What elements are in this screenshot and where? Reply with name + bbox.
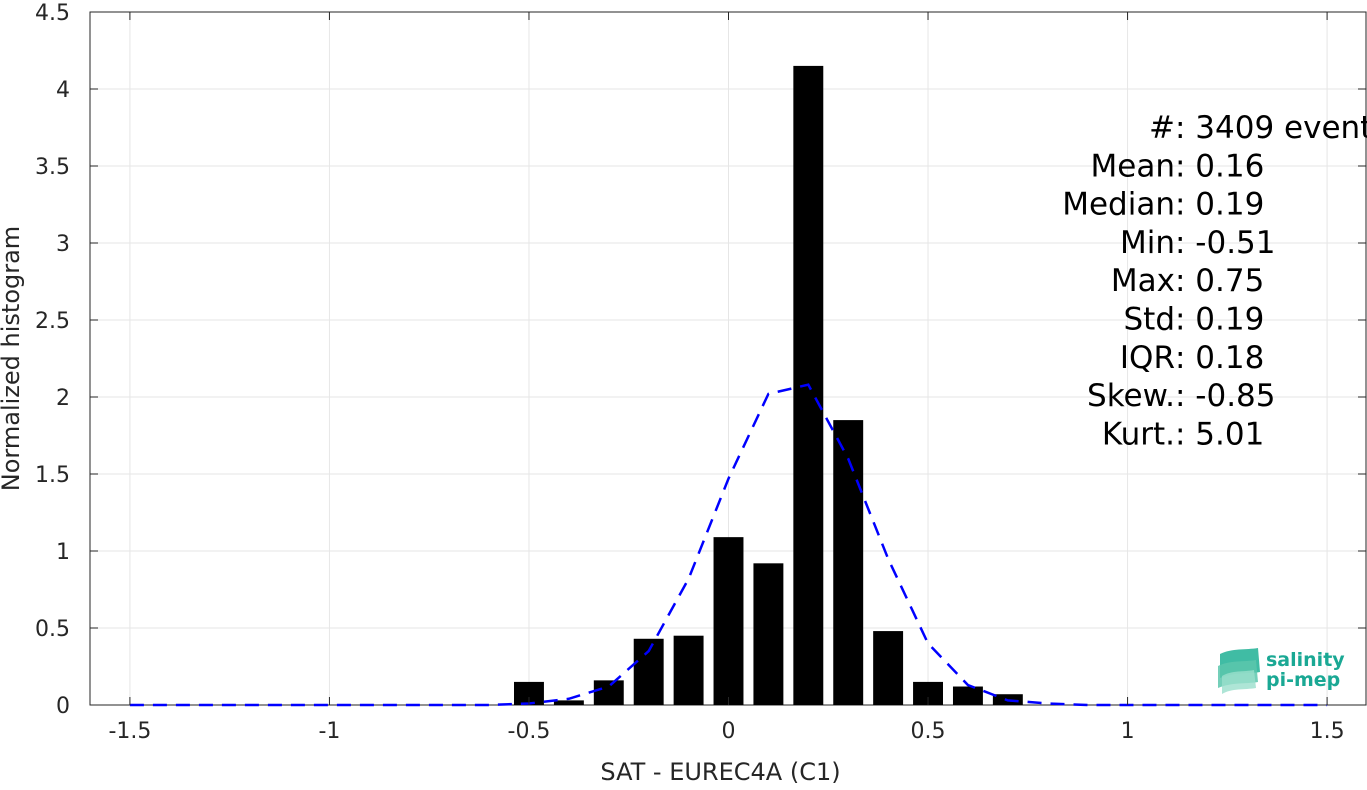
histogram-bar — [673, 635, 704, 705]
histogram-bar — [593, 680, 624, 705]
x-tick-label: -0.5 — [508, 719, 551, 744]
histogram-bar — [753, 563, 784, 705]
y-tick-label: 4 — [56, 78, 70, 103]
stats-label: Median — [1062, 187, 1175, 223]
x-tick-label: 0.5 — [911, 719, 946, 744]
stats-value: : 0.16 — [1175, 148, 1264, 184]
histogram-bar — [913, 681, 943, 705]
histogram-bar — [873, 631, 904, 705]
y-axis-title: Normalized histogram — [0, 226, 25, 491]
stats-value: : 0.75 — [1175, 263, 1264, 299]
stats-label: Skew. — [1087, 378, 1175, 414]
stats-value: : -0.85 — [1175, 378, 1276, 414]
x-axis-title: SAT - EUREC4A (C1) — [600, 758, 840, 785]
stats-value: : -0.51 — [1175, 225, 1276, 261]
x-tick-label: 1.5 — [1310, 719, 1345, 744]
x-tick-label: 1 — [1121, 719, 1135, 744]
y-tick-label: 2.5 — [35, 309, 70, 334]
logo-line-2: pi-mep — [1266, 669, 1340, 691]
x-tick-labels: -1.5 -1 -0.5 0 0.5 1 1.5 — [108, 719, 1344, 744]
y-tick-label: 3.5 — [35, 155, 70, 180]
stats-label: Kurt. — [1102, 416, 1175, 452]
axis-ticks — [90, 11, 1366, 706]
stats-value: : 0.19 — [1175, 302, 1264, 338]
y-tick-label: 0 — [56, 694, 70, 719]
y-tick-label: 1 — [56, 540, 70, 565]
stats-value: : 0.18 — [1175, 340, 1264, 376]
y-tick-label: 3 — [56, 232, 70, 257]
histogram-bar — [713, 537, 744, 705]
stats-value: : 5.01 — [1175, 416, 1264, 452]
y-tick-label: 0.5 — [35, 617, 70, 642]
salinity-pimep-logo: salinity pi-mep — [1218, 648, 1345, 694]
stats-value: : 3409 events — [1175, 110, 1367, 146]
stats-label: # — [1149, 110, 1175, 146]
stats-label: Std — [1123, 302, 1175, 338]
x-tick-label: -1 — [318, 719, 340, 744]
stats-label: Mean — [1091, 148, 1175, 184]
stats-label: IQR — [1120, 340, 1175, 376]
logo-waves-icon — [1218, 648, 1260, 694]
y-tick-label: 4.5 — [35, 1, 70, 26]
histogram-bar — [833, 420, 864, 705]
x-tick-label: 0 — [722, 719, 736, 744]
stats-value: : 0.19 — [1175, 187, 1264, 223]
stats-label: Min — [1120, 225, 1175, 261]
x-tick-label: -1.5 — [108, 719, 151, 744]
y-tick-label: 2 — [56, 386, 70, 411]
logo-line-1: salinity — [1266, 649, 1345, 671]
histogram-bar — [514, 681, 544, 705]
histogram-bar — [553, 700, 584, 705]
histogram-bars — [514, 65, 1023, 705]
y-tick-labels: 0 0.5 1 1.5 2 2.5 3 3.5 4 4.5 — [35, 1, 70, 719]
histogram-bar — [952, 686, 983, 705]
stats-label: Max — [1111, 263, 1175, 299]
y-tick-label: 1.5 — [35, 463, 70, 488]
